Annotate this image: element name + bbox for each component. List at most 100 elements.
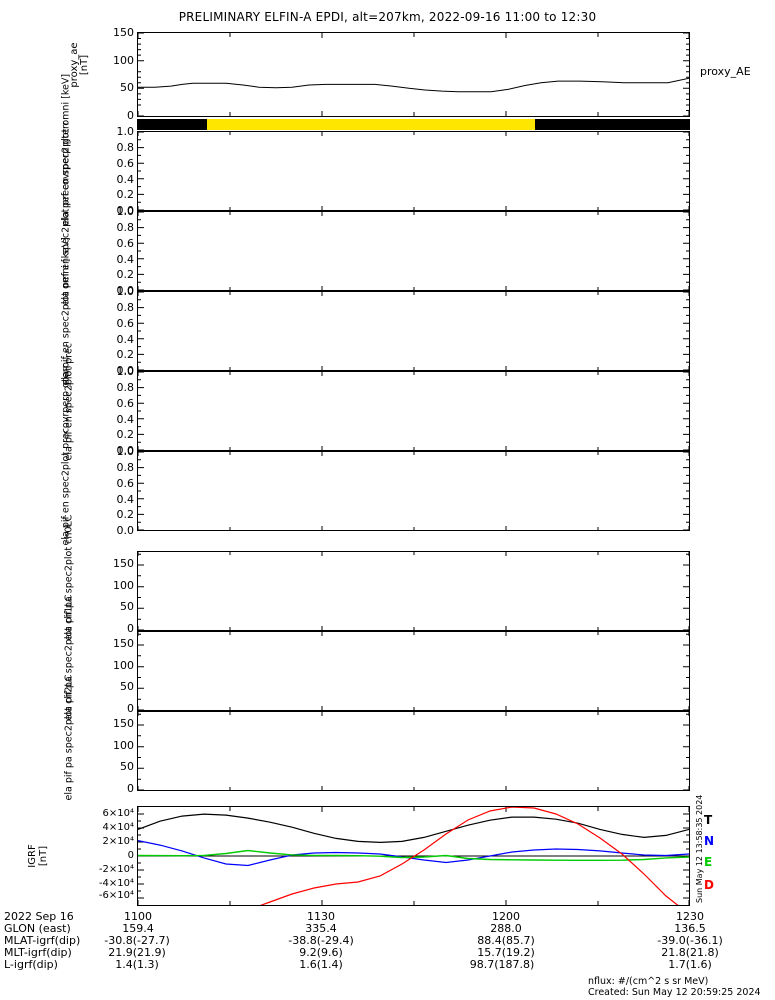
footer-time-1230: 1230 xyxy=(676,910,704,923)
nflux-units-note: nflux: #/(cm^2 s sr MeV) xyxy=(588,976,709,987)
ytick-p5-1.0: 1.0 xyxy=(116,365,135,378)
ytick-igrf-2e4: 2×10⁴ xyxy=(102,836,134,847)
igrf-plot xyxy=(138,807,689,905)
ytick-proxy-ae-100: 100 xyxy=(113,53,134,67)
ytick-p2-0.0: 0.0 xyxy=(116,204,135,217)
footer-glon-1100: 159.4 xyxy=(122,922,154,935)
footer-time-1130: 1130 xyxy=(307,910,335,923)
ytick-p4-0.8: 0.8 xyxy=(116,301,135,314)
footer-glon-1130: 335.4 xyxy=(305,922,337,935)
footer-lshell-1200: 98.7(187.8) xyxy=(469,958,535,971)
igrf-trace-D xyxy=(259,807,679,905)
ela-pif-en-omni-plot xyxy=(138,292,689,370)
footer-label-mlat: MLAT-igrf(dip) xyxy=(4,934,81,947)
proxy-ae-right-label: proxy_AE xyxy=(700,65,751,78)
ytick-p3-0.8: 0.8 xyxy=(116,221,135,234)
ytick-p5-0.6: 0.6 xyxy=(116,397,135,410)
panel-proxy-ae-ylabel: proxy_ae [nT] xyxy=(69,42,90,88)
ytick-proxy-ae-50: 50 xyxy=(120,81,134,95)
ytick-p7-100: 100 xyxy=(113,579,134,592)
igrf-legend-N: N xyxy=(704,834,715,848)
panel-proxy-ae xyxy=(137,32,690,117)
plot-generation-timestamp: Sun May 12 13:58:35 2024 xyxy=(695,794,704,903)
ytick-p4-1.0: 1.0 xyxy=(116,285,135,298)
footer-mlat-1200: 88.4(85.7) xyxy=(477,934,535,947)
ytick-p6-0.0: 0.0 xyxy=(116,524,135,537)
footer-label-lshell: L-igrf(dip) xyxy=(4,958,58,971)
ytick-p9-150: 150 xyxy=(113,717,134,730)
data-coverage-bar xyxy=(137,119,690,130)
ytick-p8-0: 0 xyxy=(127,702,134,715)
created-timestamp: Created: Sun May 12 20:59:25 2024 xyxy=(588,987,761,998)
ytick-igrf-4e4: 4×10⁴ xyxy=(102,822,134,833)
panel-igrf xyxy=(137,806,690,906)
panel-ela-pif-en-precovrperp-gterr xyxy=(137,451,690,531)
ytick-p9-100: 100 xyxy=(113,739,134,752)
ela-pif-pa-ch1lc-plot xyxy=(138,632,689,710)
ytick-p6-0.4: 0.4 xyxy=(116,493,135,506)
panel-ela-pif-pa-ch2lc xyxy=(137,711,690,791)
ytick-p7-150: 150 xyxy=(113,557,134,570)
ytick-p6-0.6: 0.6 xyxy=(116,477,135,490)
proxy-ae-plot xyxy=(138,33,689,116)
ytick-p4-0.2: 0.2 xyxy=(116,348,135,361)
footer-label-glon: GLON (east) xyxy=(4,922,71,935)
ytick-p5-0.0: 0.0 xyxy=(116,444,135,457)
ytick-p5-0.4: 0.4 xyxy=(116,413,135,426)
footer-mlat-1130: -38.8(-29.4) xyxy=(288,934,354,947)
panel-ela-pif-en-omni xyxy=(137,291,690,371)
igrf-legend-E: E xyxy=(704,855,713,869)
ytick-p2-0.8: 0.8 xyxy=(116,141,135,154)
ytick-p8-150: 150 xyxy=(113,637,134,650)
ytick-p4-0.6: 0.6 xyxy=(116,317,135,330)
footer-lshell-1100: 1.4(1.3) xyxy=(115,958,159,971)
panel-ela-pif-pa-ch2lc-ylabel: ela pif pa spec2plot ch2LC xyxy=(63,674,75,801)
page-title: PRELIMINARY ELFIN-A EPDI, alt=207km, 202… xyxy=(178,10,597,24)
ela-pif-en-precovrperp-plot xyxy=(138,452,689,530)
ytick-p2-0.4: 0.4 xyxy=(116,173,135,186)
footer-lshell-1230: 1.7(1.6) xyxy=(668,958,712,971)
footer-time-1100: 1100 xyxy=(124,910,152,923)
footer-mlt-1200: 15.7(19.2) xyxy=(477,946,535,959)
ytick-p7-0: 0 xyxy=(127,622,134,635)
footer-mlat-1230: -39.0(-36.1) xyxy=(657,934,723,947)
ytick-igrf-m6e4: -6×10⁴ xyxy=(98,890,134,901)
ytick-igrf-6e4: 6×10⁴ xyxy=(102,808,134,819)
ytick-p6-0.2: 0.2 xyxy=(116,508,135,521)
ela-pef-en-omni-plot xyxy=(138,132,689,210)
ytick-igrf-m4e4: -4×10⁴ xyxy=(98,878,134,889)
footer-mlat-1100: -30.8(-27.7) xyxy=(104,934,170,947)
panel-ela-pif-pa-ch1lc xyxy=(137,631,690,711)
ela-pif-pa-ch0lc-plot xyxy=(138,552,689,630)
footer-mlt-1130: 9.2(9.6) xyxy=(299,946,343,959)
ytick-proxy-ae-150: 150 xyxy=(113,26,134,39)
footer-glon-1200: 288.0 xyxy=(490,922,522,935)
ytick-p6-1.0: 1.0 xyxy=(116,445,135,458)
panel-ela-pif-pa-ch0lc xyxy=(137,551,690,631)
ytick-p4-0.0: 0.0 xyxy=(116,364,135,377)
igrf-legend-T: T xyxy=(704,813,713,827)
ytick-igrf-0: 0 xyxy=(127,850,134,861)
ytick-p9-50: 50 xyxy=(120,760,134,773)
footer-label-date: 2022 Sep 16 xyxy=(4,910,74,923)
coverage-segment-black-right xyxy=(535,119,690,130)
footer-mlt-1100: 21.9(21.9) xyxy=(108,946,166,959)
ytick-p7-50: 50 xyxy=(120,600,134,613)
ytick-p4-0.4: 0.4 xyxy=(116,333,135,346)
ytick-p2-1.0: 1.0 xyxy=(116,125,135,138)
ytick-p8-100: 100 xyxy=(113,659,134,672)
ytick-p2-0.6: 0.6 xyxy=(116,157,135,170)
igrf-legend-D: D xyxy=(704,878,714,892)
igrf-trace-T xyxy=(138,813,689,844)
panel-ela-pef-en-precovrperp-gterr xyxy=(137,211,690,291)
footer-label-mlt: MLT-igrf(dip) xyxy=(4,946,72,959)
ela-pif-pa-ch2lc-plot xyxy=(138,712,689,790)
coverage-segment-black-left xyxy=(137,119,207,130)
ytick-p3-0.6: 0.6 xyxy=(116,237,135,250)
footer-lshell-1130: 1.6(1.4) xyxy=(299,958,343,971)
ytick-p2-0.2: 0.2 xyxy=(116,188,135,201)
panel-ela-pif-en-prec xyxy=(137,371,690,451)
footer-time-1200: 1200 xyxy=(492,910,520,923)
ytick-p6-0.8: 0.8 xyxy=(116,461,135,474)
